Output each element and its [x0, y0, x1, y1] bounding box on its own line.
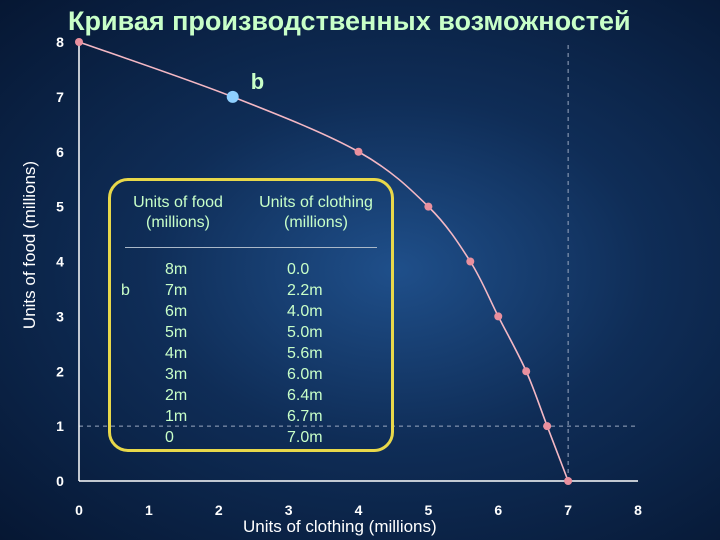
data-point — [564, 477, 573, 485]
table-column-food: 8m 7m 6m 5m 4m 3m 2m 1m 0 — [165, 259, 187, 448]
table-header-food-line2: (millions) — [146, 214, 210, 231]
table-header-food-line1: Units of food — [133, 194, 223, 211]
table-cell-clothing: 6.4m — [287, 387, 323, 404]
table-cell-food: 4m — [165, 345, 188, 362]
table-cell-food: 6m — [165, 303, 188, 320]
y-tick-label: 8 — [56, 34, 64, 50]
table-cell-food: 3m — [165, 366, 188, 383]
x-tick-label: 2 — [215, 502, 223, 518]
table-column-clothing: 0.0 2.2m 4.0m 5.0m 5.6m 6.0m 6.4m 6.7m 7.0m — [287, 259, 323, 448]
table-cell-clothing: 5.0m — [287, 324, 323, 341]
data-point — [494, 312, 503, 321]
table-divider — [125, 247, 377, 248]
y-tick-label: 3 — [56, 308, 64, 324]
x-tick-label: 1 — [145, 502, 153, 518]
x-axis-label: Units of clothing (millions) — [243, 517, 437, 536]
y-tick-label: 2 — [56, 363, 64, 379]
data-point — [543, 422, 552, 431]
table-cell-clothing: 0.0 — [287, 261, 310, 278]
y-tick-label: 6 — [56, 144, 64, 160]
table-cell-food: 1m — [165, 408, 188, 425]
data-point — [75, 38, 83, 46]
y-tick-label: 1 — [56, 418, 64, 434]
x-tick-label: 3 — [285, 502, 293, 518]
y-tick-label: 7 — [56, 89, 64, 105]
data-point — [354, 147, 363, 156]
table-cell-clothing: 6.0m — [287, 366, 323, 383]
table-cell-clothing: 4.0m — [287, 303, 323, 320]
table-cell-food: 5m — [165, 324, 188, 341]
table-row-label: b — [121, 282, 130, 299]
data-table: Units of food (millions) Units of clothi… — [108, 178, 394, 452]
table-header-clothing: Units of clothing (millions) — [243, 193, 389, 233]
y-tick-label: 4 — [56, 254, 64, 270]
table-header-food: Units of food (millions) — [119, 193, 237, 233]
table-header-clothing-line1: Units of clothing — [259, 194, 373, 211]
x-tick-label: 8 — [634, 502, 642, 518]
table-cell-food: 8m — [165, 261, 188, 278]
table-cell-clothing: 7.0m — [287, 429, 323, 446]
table-cell-clothing: 5.6m — [287, 345, 323, 362]
tick-labels: 0 1 2 3 4 5 6 7 8 0 1 2 3 4 5 6 7 8 — [56, 34, 642, 518]
y-axis-label: Units of food (millions) — [20, 160, 39, 330]
y-tick-label: 5 — [56, 199, 64, 215]
data-point — [466, 257, 475, 266]
table-cell-food: 7m — [165, 282, 188, 299]
table-cell-clothing: 2.2m — [287, 282, 323, 299]
data-point — [424, 202, 433, 211]
table-cell-clothing: 6.7m — [287, 408, 323, 425]
x-tick-label: 7 — [564, 502, 572, 518]
table-cell-food: 2m — [165, 387, 188, 404]
table-cell-food: 0 — [165, 429, 174, 446]
x-tick-label: 0 — [75, 502, 83, 518]
highlight-group: b — [226, 69, 264, 103]
data-points — [75, 38, 573, 485]
axes — [78, 42, 638, 482]
y-tick-label: 0 — [56, 473, 64, 489]
table-header-clothing-line2: (millions) — [284, 214, 348, 231]
data-point — [522, 367, 531, 376]
chart-title: Кривая производственных возможностей — [68, 6, 631, 36]
highlight-point-label: b — [251, 69, 264, 94]
x-tick-label: 4 — [355, 502, 363, 518]
highlight-point-b — [226, 90, 239, 103]
x-tick-label: 6 — [494, 502, 502, 518]
x-tick-label: 5 — [424, 502, 432, 518]
